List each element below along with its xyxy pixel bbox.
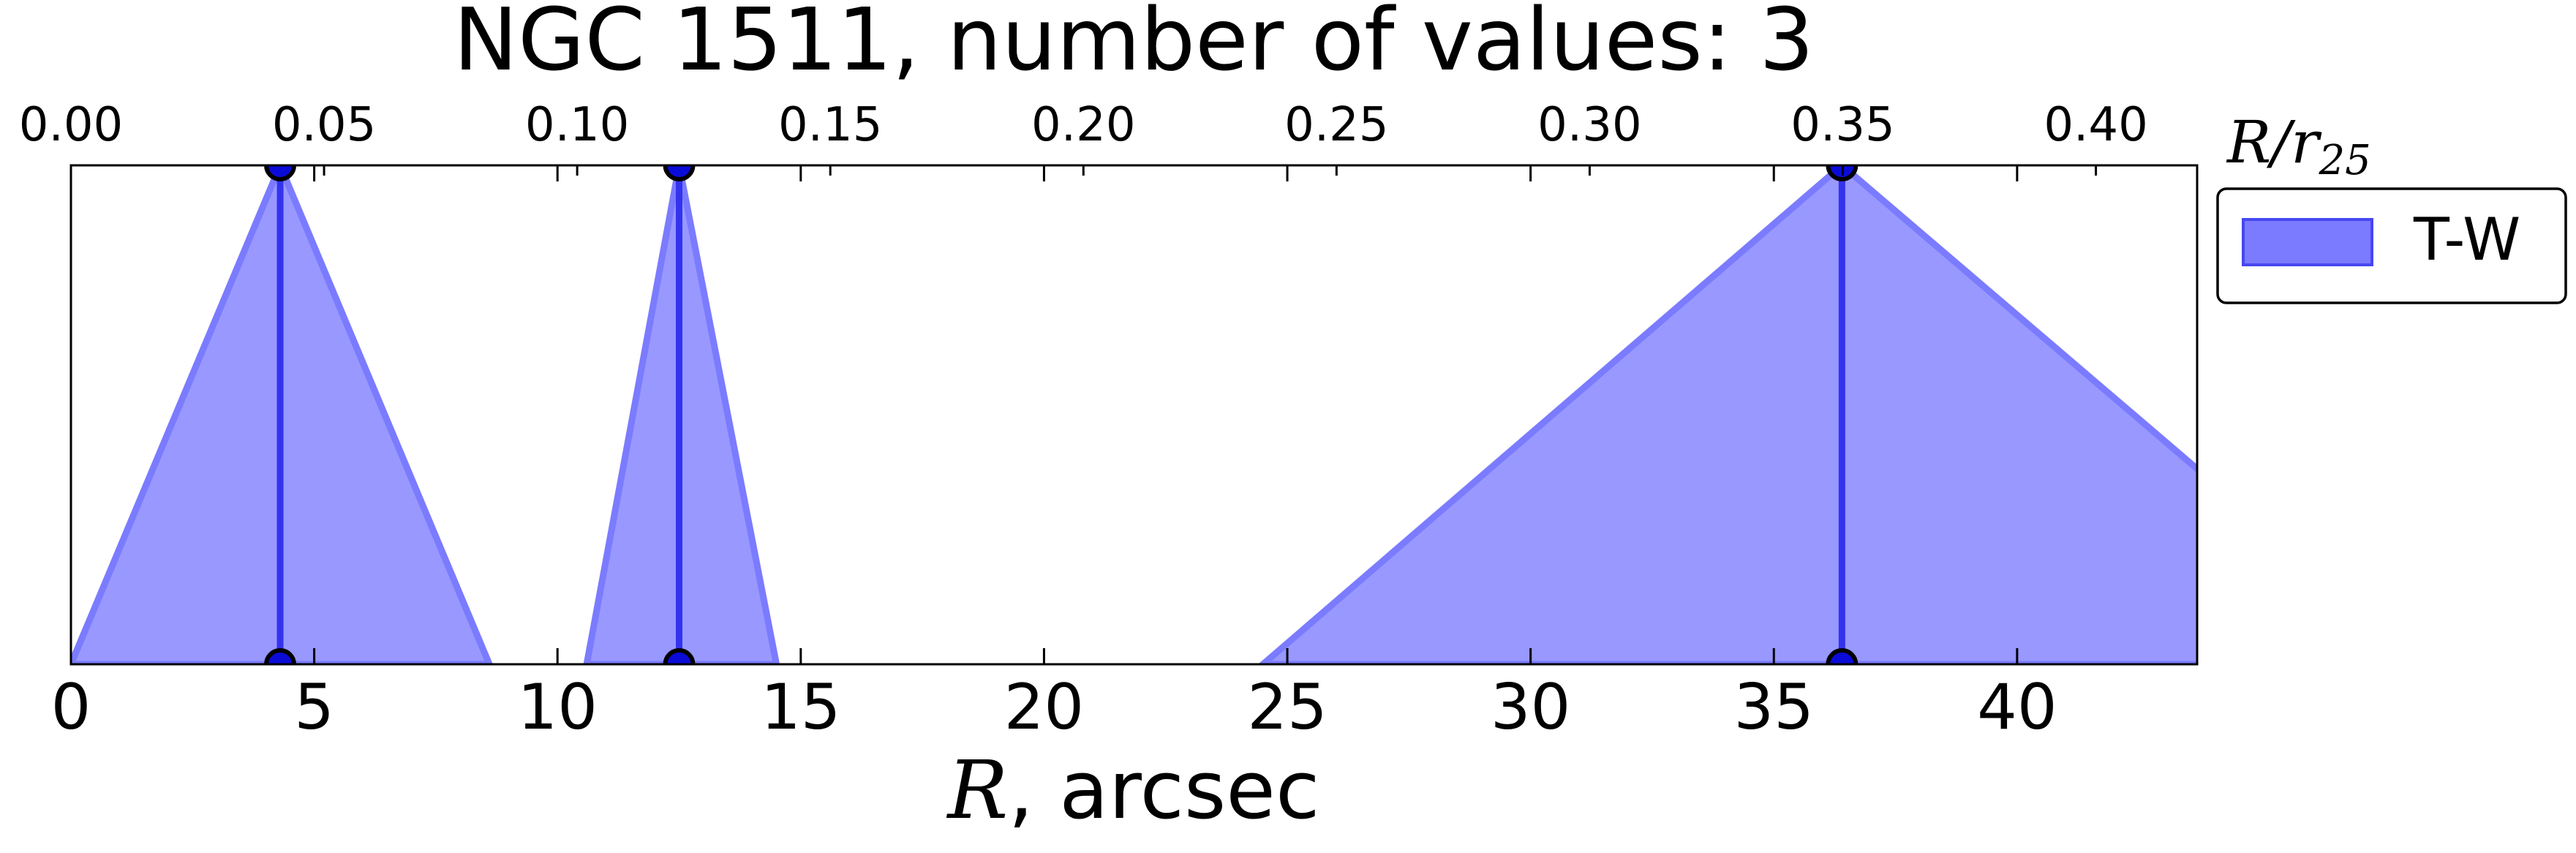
x2-tick-label-8: 0.40 <box>2044 98 2148 152</box>
x2-tick-label-0: 0.00 <box>19 98 124 152</box>
legend: T-W <box>2216 187 2567 304</box>
x-axis-label: R, arcsec <box>946 743 1320 837</box>
x-axis-label-unit: , arcsec <box>1008 743 1319 837</box>
x-tick-label-3: 15 <box>761 671 840 744</box>
x2-axis-label-main: R/r <box>2226 108 2322 176</box>
marker-top-2 <box>663 165 696 181</box>
marker-bottom-3 <box>1826 648 1858 664</box>
x2-tick-label-7: 0.35 <box>1790 98 1895 152</box>
x-axis-label-var: R <box>946 743 1009 837</box>
x-tick-label-6: 30 <box>1491 671 1570 744</box>
x2-tick-label-5: 0.25 <box>1284 98 1389 152</box>
chart-title: NGC 1511, number of values: 3 <box>453 0 1814 90</box>
x-tick-label-8: 40 <box>1977 671 2057 744</box>
plot-frame <box>69 164 2199 666</box>
x-tick-label-5: 25 <box>1247 671 1327 744</box>
x2-tick-label-6: 0.30 <box>1537 98 1642 152</box>
x-tick-label-0: 0 <box>51 671 91 744</box>
marker-bottom-1 <box>264 648 297 664</box>
triangle-area-3 <box>1257 165 2197 664</box>
marker-top-1 <box>264 165 297 181</box>
x-tick-label-2: 10 <box>517 671 597 744</box>
top-axis: 0.00 0.05 0.10 0.15 0.20 0.25 0.30 0.35 0.40 <box>19 98 2148 176</box>
legend-frame <box>2216 187 2567 304</box>
x-tick-label-1: 5 <box>294 671 334 744</box>
marker-bottom-2 <box>663 648 696 664</box>
x-tick-label-4: 20 <box>1004 671 1084 744</box>
legend-swatch <box>2242 218 2373 266</box>
data-layer <box>71 165 2197 664</box>
x-tick-label-7: 35 <box>1734 671 1814 744</box>
legend-label: T-W <box>2413 206 2520 274</box>
x2-tick-label-1: 0.05 <box>272 98 377 152</box>
x2-tick-label-3: 0.15 <box>778 98 883 152</box>
x2-axis-label-sub: 25 <box>2318 137 2370 184</box>
x2-tick-label-2: 0.10 <box>525 98 630 152</box>
x2-tick-label-4: 0.20 <box>1031 98 1136 152</box>
x2-axis-label: R/r25 <box>2226 108 2371 184</box>
